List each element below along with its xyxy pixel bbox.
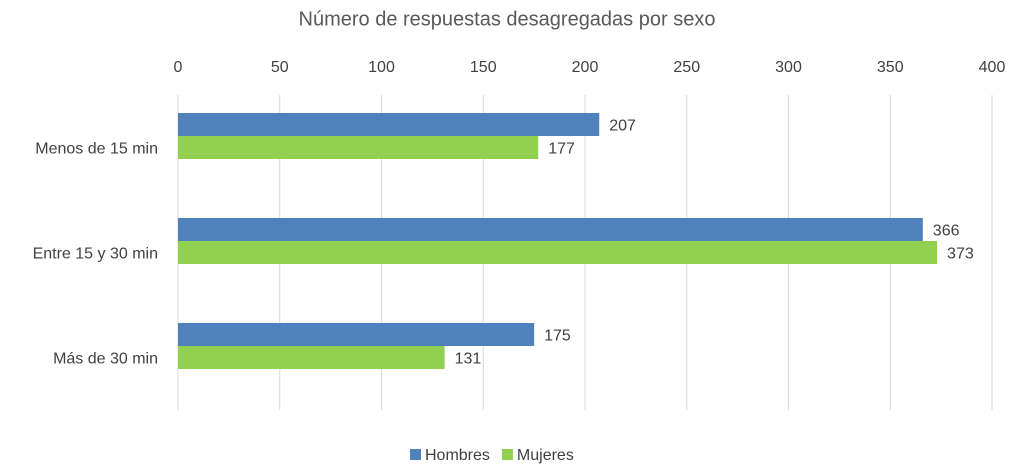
x-tick-label: 0 (174, 59, 183, 76)
legend-label: Hombres (425, 447, 490, 464)
x-tick-label: 250 (673, 59, 700, 76)
data-label: 175 (544, 328, 571, 345)
y-tick-label: Más de 30 min (53, 351, 158, 368)
x-tick-label: 300 (775, 59, 802, 76)
x-tick-label: 100 (368, 59, 395, 76)
data-label: 373 (947, 246, 974, 263)
legend-swatch (410, 449, 421, 460)
y-tick-label: Menos de 15 min (35, 141, 158, 158)
legend-label: Mujeres (517, 447, 574, 464)
data-label: 366 (933, 223, 960, 240)
data-label: 177 (548, 141, 575, 158)
data-label: 131 (455, 351, 482, 368)
bar (178, 113, 600, 136)
chart-title: Número de respuestas desagregadas por se… (299, 8, 716, 30)
y-tick-label: Entre 15 y 30 min (33, 246, 158, 263)
x-tick-label: 400 (979, 59, 1006, 76)
bar (178, 241, 938, 264)
bar (178, 218, 923, 241)
legend-swatch (501, 449, 513, 460)
data-label: 207 (609, 118, 636, 135)
x-tick-label: 50 (271, 59, 289, 76)
bar (178, 323, 535, 346)
x-tick-label: 200 (572, 59, 599, 76)
x-tick-label: 350 (877, 59, 904, 76)
bar (178, 136, 539, 159)
x-tick-label: 150 (470, 59, 497, 76)
bar (178, 346, 445, 369)
